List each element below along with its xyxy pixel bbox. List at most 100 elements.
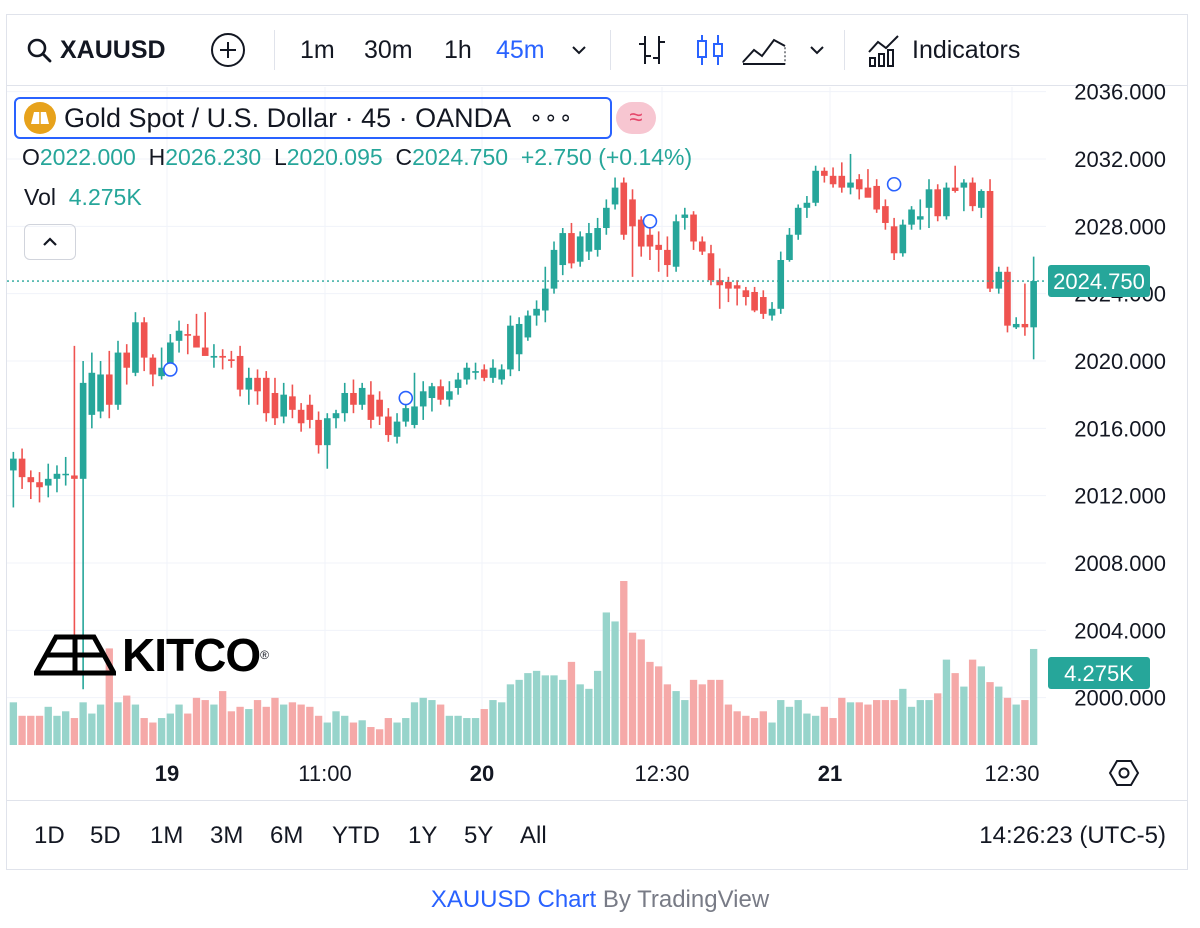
candle-body: [1030, 281, 1037, 328]
low-value: 2020.095: [286, 144, 383, 170]
volume-bar: [236, 706, 244, 745]
range-1d[interactable]: 1D: [34, 822, 65, 849]
volume-bar: [585, 688, 593, 745]
volume-bar: [288, 702, 297, 745]
range-1m[interactable]: 1M: [150, 822, 184, 849]
candle-body: [18, 458, 26, 478]
volume-bar: [105, 648, 113, 745]
volume-bar: [593, 670, 602, 745]
volume-bar: [253, 700, 262, 745]
volume-bar: [218, 691, 227, 745]
candle-body: [664, 249, 671, 266]
range-5y[interactable]: 5Y: [464, 822, 494, 849]
collapse-legend-button[interactable]: [24, 224, 76, 260]
volume-bar: [672, 691, 680, 745]
more-options-icon[interactable]: ∘∘∘: [529, 105, 574, 130]
range-6m[interactable]: 6M: [270, 822, 304, 849]
indicators-label: Indicators: [912, 35, 1021, 64]
candle-body: [838, 175, 846, 188]
candle-body: [114, 352, 122, 405]
candle-body: [358, 387, 366, 405]
range-all[interactable]: All: [520, 822, 547, 849]
candle-body: [725, 281, 732, 289]
candle-body: [219, 355, 226, 358]
volume-bar: [873, 700, 881, 745]
candle-body: [978, 190, 985, 208]
volume-bar: [53, 715, 61, 745]
volume-bar: [1012, 704, 1020, 745]
interval-30m[interactable]: 30m: [364, 35, 413, 64]
volume-bar: [44, 706, 52, 745]
candle-body: [167, 342, 174, 370]
volume-bar: [88, 713, 96, 745]
range-5d[interactable]: 5D: [90, 822, 121, 849]
chevron-down-icon: [810, 46, 824, 55]
range-3m[interactable]: 3M: [210, 822, 244, 849]
candle-body: [332, 413, 340, 419]
volume-bar: [559, 679, 567, 745]
interval-1m[interactable]: 1m: [300, 35, 335, 64]
candle-body: [428, 386, 436, 399]
chart-grid: [7, 87, 1046, 745]
volume-bar: [881, 700, 890, 745]
interval-dropdown[interactable]: [570, 14, 588, 86]
price-tick-label: 2036.000: [1074, 80, 1166, 105]
candle-body: [402, 408, 410, 422]
candle-body: [1004, 271, 1011, 326]
symbol-search[interactable]: XAUUSD: [26, 14, 166, 86]
candle-body: [759, 297, 767, 314]
compare-indicator-button[interactable]: ≈: [616, 102, 656, 134]
area-style-button[interactable]: [740, 14, 788, 86]
volume-bar: [811, 715, 820, 745]
candle-body: [733, 285, 741, 289]
candle-body: [236, 355, 244, 390]
candle-body: [193, 335, 200, 348]
volume-bar: [532, 670, 541, 745]
last-price-tag: [1048, 265, 1150, 298]
compare-button[interactable]: [210, 14, 246, 86]
chevron-down-icon: [572, 46, 586, 55]
candle-body: [88, 372, 96, 415]
timezone-clock[interactable]: 14:26:23 (UTC-5): [979, 822, 1166, 849]
candle-body: [969, 182, 976, 207]
chart-style-dropdown[interactable]: [808, 14, 826, 86]
attribution: XAUUSD Chart By TradingView: [0, 886, 1200, 914]
volume-bar: [777, 700, 785, 745]
volume-bar: [1029, 648, 1038, 745]
event-marker: [398, 390, 414, 406]
volume-bar: [628, 632, 637, 745]
volume-bar: [515, 679, 523, 745]
candle-body: [873, 185, 880, 210]
interval-45m[interactable]: 45m: [496, 35, 545, 64]
price-tick-label: 2032.000: [1074, 147, 1166, 172]
volume-bar: [750, 718, 759, 745]
volume-bars: [9, 581, 1038, 745]
range-ytd[interactable]: YTD: [332, 822, 380, 849]
candle-body: [350, 392, 357, 405]
volume-bar: [393, 722, 401, 745]
candle-body: [132, 322, 139, 373]
candle-body: [925, 189, 933, 208]
candle-body: [655, 244, 662, 250]
indicators-button[interactable]: Indicators: [866, 14, 1020, 86]
symbol-legend[interactable]: Gold Spot / U.S. Dollar · 45 · OANDA ∘∘∘: [14, 97, 612, 139]
volume-bar: [681, 700, 689, 745]
candle-body: [829, 175, 837, 185]
attribution-link[interactable]: XAUUSD Chart: [430, 886, 597, 913]
candle-body: [71, 475, 78, 479]
candles-style-button[interactable]: [692, 14, 728, 86]
bar-style-button[interactable]: [634, 14, 670, 86]
volume-bar: [149, 722, 157, 745]
range-1y[interactable]: 1Y: [408, 822, 438, 849]
change-value: +2.750 (+0.14%): [520, 144, 693, 170]
volume-bar: [402, 718, 410, 745]
interval-1h[interactable]: 1h: [444, 35, 472, 64]
volume-bar: [201, 700, 209, 745]
settings-hex: [1108, 760, 1140, 786]
settings-icon[interactable]: [1108, 760, 1140, 786]
candle-body: [62, 473, 69, 476]
candle-body: [498, 369, 506, 380]
candle-body: [210, 355, 218, 358]
chart-widget-frame: [6, 14, 1188, 870]
